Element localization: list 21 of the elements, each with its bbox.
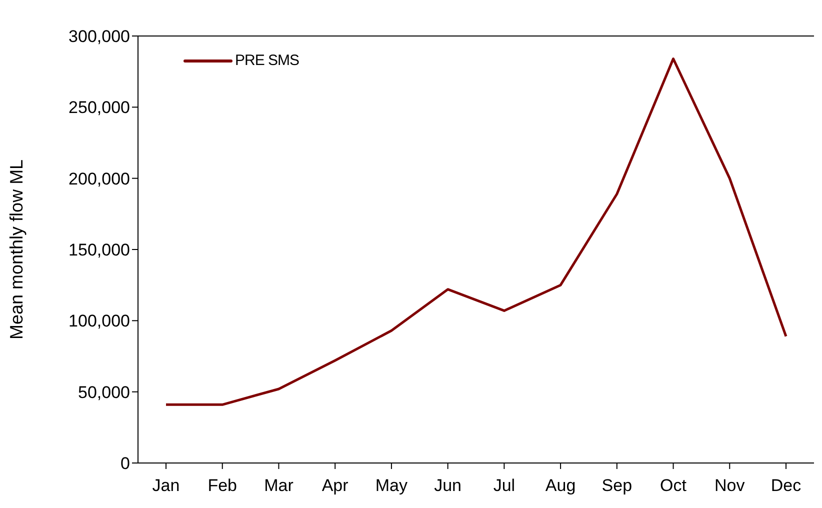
y-tick-label: 100,000 (68, 312, 130, 331)
x-tick-label: Oct (660, 476, 687, 496)
y-tick-label: 150,000 (68, 240, 130, 260)
y-tick-label: 200,000 (68, 169, 130, 188)
y-tick-label: 0 (120, 454, 130, 474)
y-tick-label: 50,000 (78, 382, 130, 402)
x-tick-label: May (375, 476, 408, 496)
legend-label: PRE SMS (235, 52, 300, 69)
x-tick-label: Sep (602, 476, 632, 496)
x-tick-label: Apr (322, 476, 349, 496)
x-tick-label: Jul (493, 476, 516, 496)
y-tick-label: 250,000 (68, 98, 130, 118)
x-tick-label: Mar (264, 476, 294, 496)
y-axis-title: Mean monthly flow ML (6, 159, 26, 340)
x-tick-label: Dec (770, 476, 802, 496)
x-tick-label: Nov (714, 476, 746, 496)
x-tick-label: Jan (152, 476, 180, 496)
x-tick-label: Feb (208, 476, 238, 496)
x-tick-label: Jun (434, 476, 462, 496)
x-tick-label: Aug (545, 476, 576, 496)
y-tick-label: 300,000 (68, 27, 130, 46)
